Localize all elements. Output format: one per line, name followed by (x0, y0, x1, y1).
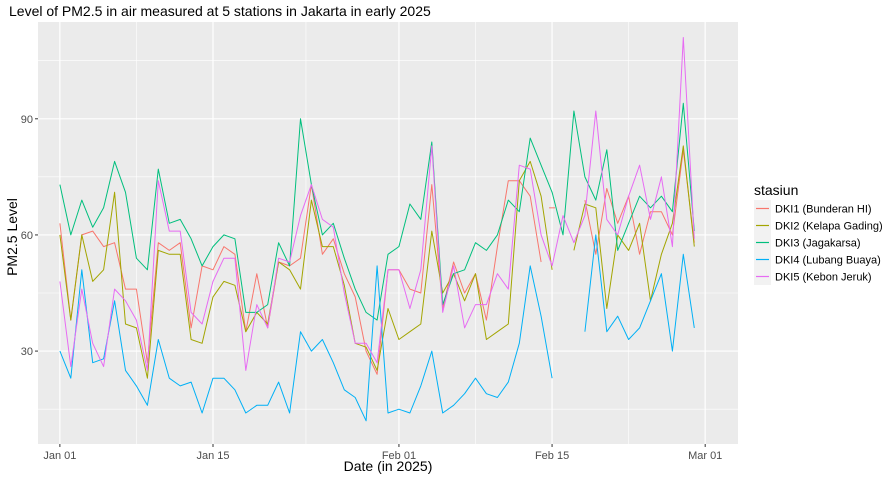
legend-label: DKI2 (Kelapa Gading) (775, 221, 883, 233)
y-axis: 30 60 90 (21, 114, 38, 358)
x-tick-label: Feb 01 (382, 450, 416, 462)
series-4 (59, 234, 695, 422)
series-1 (59, 149, 695, 375)
legend-item: DKI2 (Kelapa Gading) (754, 217, 883, 234)
series-line (59, 265, 553, 422)
x-tick-label: Feb 15 (535, 450, 569, 462)
series-line (59, 180, 542, 375)
legend-label: DKI3 (Jagakarsa) (775, 238, 861, 250)
major-gridlines (38, 22, 738, 444)
y-axis-label: PM2.5 Level (4, 198, 20, 276)
y-tick-label: 30 (21, 346, 33, 358)
legend-items: DKI1 (Bunderan HI) DKI2 (Kelapa Gading) DK… (754, 200, 883, 285)
x-axis: Jan 01 Jan 15 Feb 01 Feb 15 Mar 01 (43, 444, 722, 462)
series-line (584, 234, 695, 352)
y-tick-label: 60 (21, 230, 33, 242)
series-line (59, 37, 695, 371)
series-line (59, 160, 553, 379)
series-line (584, 149, 695, 255)
legend-item: DKI1 (Bunderan HI) (754, 200, 872, 217)
legend-label: DKI4 (Lubang Buaya) (775, 255, 881, 267)
chart-title: Level of PM2.5 in air measured at 5 stat… (9, 3, 431, 19)
legend-item: DKI4 (Lubang Buaya) (754, 251, 881, 268)
x-tick-label: Jan 15 (196, 450, 229, 462)
legend-label: DKI1 (Bunderan HI) (775, 204, 872, 216)
legend-item: DKI3 (Jagakarsa) (754, 234, 861, 251)
y-tick-label: 90 (21, 114, 33, 126)
x-tick-label: Mar 01 (688, 450, 722, 462)
series-lines (59, 37, 695, 422)
legend-title: stasiun (754, 182, 798, 198)
series-5 (59, 37, 695, 371)
legend-item: DKI5 (Kebon Jeruk) (754, 268, 872, 285)
legend-label: DKI5 (Kebon Jeruk) (775, 272, 872, 284)
x-axis-label: Date (in 2025) (344, 458, 433, 474)
x-tick-label: Jan 01 (43, 450, 76, 462)
plot-panel (38, 22, 738, 444)
legend: stasiun DKI1 (Bunderan HI) DKI2 (Kelapa G… (754, 182, 883, 285)
